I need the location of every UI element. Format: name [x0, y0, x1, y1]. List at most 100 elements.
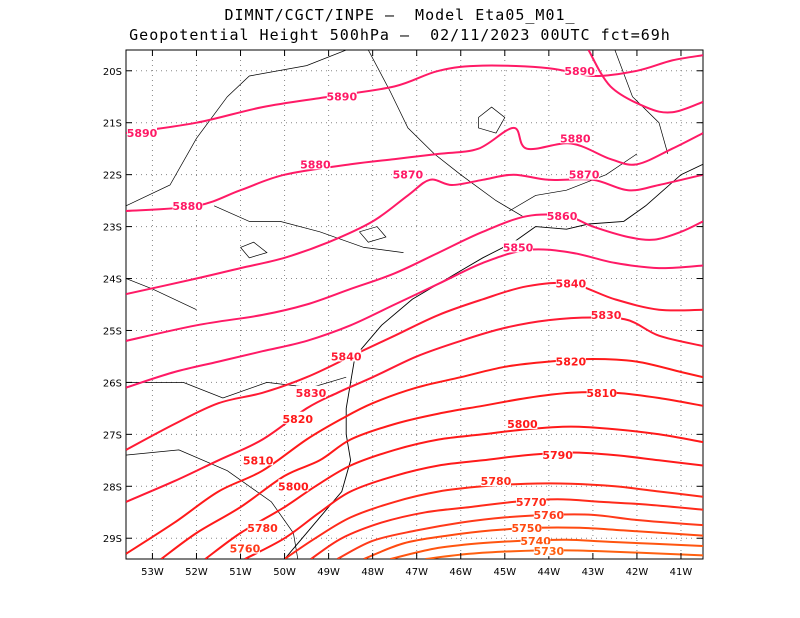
contour-5800 — [204, 425, 703, 559]
contour-5790 — [244, 451, 703, 559]
lon-tick-label: 48W — [361, 567, 384, 578]
contour-5730 — [425, 549, 703, 559]
lat-tick-label: 26S — [103, 378, 122, 389]
contour-5770 — [310, 498, 703, 559]
contour-label-bg — [591, 307, 622, 320]
contour-label-5860: 5860 — [547, 210, 578, 223]
contour-labels: 5890 5890 5890 5880 5880 5880 5870 5870 5860 5850… — [127, 63, 622, 558]
contour-label-5730: 5730 — [534, 545, 565, 558]
contour-5840 — [126, 281, 703, 451]
contour-label-bg — [127, 126, 157, 139]
state-border-line — [126, 449, 299, 559]
lat-tick-label: 21S — [103, 119, 122, 130]
lon-tick-label: 45W — [493, 567, 516, 578]
contour-label-bg — [533, 544, 564, 557]
contour-label-bg — [586, 385, 617, 398]
contour-5830 — [126, 316, 703, 503]
map-frame — [125, 49, 704, 560]
lon-tick-label: 50W — [273, 567, 296, 578]
contour-label-bg — [331, 349, 362, 362]
contour-label-5810: 5810 — [586, 387, 617, 400]
contour-label-bg — [295, 385, 326, 398]
contour-5850 — [126, 248, 703, 389]
contour-label-5820: 5820 — [556, 356, 587, 369]
contour-label-5780: 5780 — [247, 522, 278, 535]
contour-label-bg — [300, 157, 331, 170]
contour-label-5810: 5810 — [243, 454, 274, 467]
lat-tick-label: 24S — [103, 275, 122, 286]
contour-label-5840: 5840 — [556, 278, 587, 291]
contour-label-bg — [569, 167, 600, 180]
contour-label-5780: 5780 — [481, 475, 512, 488]
contour-label-bg — [243, 453, 274, 466]
contour-label-5870: 5870 — [393, 169, 424, 182]
lake-outline — [359, 226, 387, 243]
contour-label-bg — [480, 474, 511, 487]
state-border-line — [509, 153, 638, 212]
contour-label-bg — [516, 494, 547, 507]
contour-label-bg — [278, 479, 309, 492]
state-border-line — [126, 50, 347, 207]
contour-label-bg — [560, 131, 591, 144]
contour-5880 — [126, 126, 703, 212]
contour-label-5770: 5770 — [516, 496, 547, 509]
contour-label-5890: 5890 — [327, 91, 358, 104]
lon-tick-label: 52W — [185, 567, 208, 578]
contour-label-5880: 5880 — [172, 200, 203, 213]
lon-tick-label: 46W — [449, 567, 472, 578]
lon-tick-label: 41W — [670, 567, 693, 578]
state-border-line — [126, 278, 197, 311]
lat-lon-grid — [126, 50, 703, 559]
map-title-line1: DIMNT/CGCT/INPE – Model Eta05_M01_ — [224, 6, 576, 24]
lat-tick-label: 29S — [103, 534, 122, 545]
contour-5810 — [160, 391, 703, 559]
lat-tick-label: 25S — [103, 326, 122, 337]
contour-label-5830: 5830 — [591, 309, 622, 322]
contour-label-5890: 5890 — [564, 65, 595, 78]
contour-label-5880: 5880 — [560, 132, 591, 145]
lon-tick-label: 47W — [405, 567, 428, 578]
contour-label-bg — [172, 198, 203, 211]
contour-label-5760: 5760 — [534, 509, 565, 522]
state-borders — [126, 50, 703, 559]
lon-tick-label: 53W — [141, 567, 164, 578]
map-title-line2: Geopotential Height 500hPa – 02/11/2023 … — [129, 26, 671, 44]
contour-label-5870: 5870 — [569, 169, 600, 182]
contour-label-bg — [507, 416, 538, 429]
contour-label-5800: 5800 — [507, 418, 538, 431]
contour-label-bg — [564, 63, 595, 76]
contour-5870 — [126, 173, 703, 296]
lon-tick-label: 42W — [626, 567, 649, 578]
contour-label-bg — [229, 541, 260, 554]
lat-tick-label: 23S — [103, 223, 122, 234]
contour-label-5820: 5820 — [282, 413, 313, 426]
contour-label-5880: 5880 — [300, 158, 331, 171]
lon-tick-label: 44W — [538, 567, 561, 578]
contour-label-bg — [326, 89, 357, 102]
contour-label-5800: 5800 — [278, 480, 309, 493]
contour-label-5840: 5840 — [331, 350, 362, 363]
contour-label-bg — [247, 520, 278, 533]
contour-label-5750: 5750 — [512, 522, 543, 535]
lon-tick-label: 49W — [317, 567, 340, 578]
contour-label-bg — [282, 411, 313, 424]
contour-label-5790: 5790 — [542, 449, 573, 462]
contour-5860 — [126, 213, 703, 342]
contour-label-bg — [511, 520, 542, 533]
state-border-line — [614, 50, 669, 154]
lake-outline — [478, 106, 506, 134]
contour-5890 — [126, 54, 703, 135]
contour-label-bg — [547, 209, 578, 222]
contour-label-bg — [520, 533, 551, 546]
contour-label-bg — [555, 354, 586, 367]
contour-label-5760: 5760 — [230, 543, 261, 556]
contour-label-5850: 5850 — [503, 241, 534, 254]
contour-label-5890: 5890 — [127, 127, 158, 140]
axis-ticks: 20S 21S 22S 23S 24S 25S 26S 27S 28S 29S 53W 52W 51W 5… — [103, 50, 703, 578]
contour-5780 — [284, 482, 703, 559]
contour-label-bg — [392, 167, 423, 180]
contour-label-bg — [542, 448, 573, 461]
contour-5890 — [587, 50, 703, 114]
lake-outline — [240, 241, 268, 259]
state-border-line — [213, 205, 404, 253]
